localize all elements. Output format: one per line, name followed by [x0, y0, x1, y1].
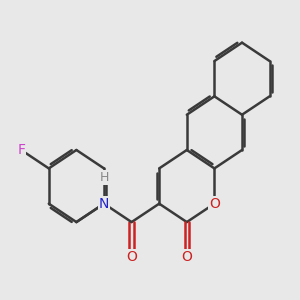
- Text: O: O: [182, 250, 192, 264]
- Text: F: F: [17, 143, 25, 157]
- Text: O: O: [126, 250, 137, 264]
- Text: H: H: [99, 171, 109, 184]
- Text: O: O: [209, 197, 220, 211]
- Text: N: N: [99, 197, 109, 211]
